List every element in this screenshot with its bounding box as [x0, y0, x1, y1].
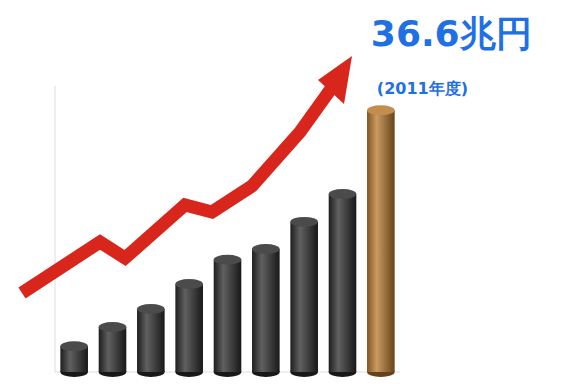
bar-cap	[367, 105, 395, 115]
bar-cap	[99, 322, 127, 332]
bar	[214, 260, 242, 372]
bar	[99, 327, 127, 372]
bar-cap	[329, 189, 357, 199]
chart: 36.6兆円 (2011年度)	[0, 0, 561, 384]
data-label: 36.6兆円	[371, 13, 532, 54]
bar-cap	[214, 255, 242, 265]
bar	[367, 110, 395, 372]
y-axis-line	[55, 86, 56, 372]
bar-cap	[137, 304, 165, 314]
annotation: (2011年度)	[377, 79, 468, 98]
trend-arrow	[22, 86, 333, 293]
bar-cap	[175, 279, 203, 289]
bars	[60, 105, 394, 377]
bar	[329, 194, 357, 372]
bar	[137, 309, 165, 372]
trend-arrow-head	[318, 56, 352, 104]
bar-cap	[252, 244, 280, 254]
bar	[252, 249, 280, 372]
bar	[175, 284, 203, 372]
bar-cap	[60, 341, 88, 351]
bar-cap	[290, 217, 318, 227]
bar	[290, 222, 318, 372]
